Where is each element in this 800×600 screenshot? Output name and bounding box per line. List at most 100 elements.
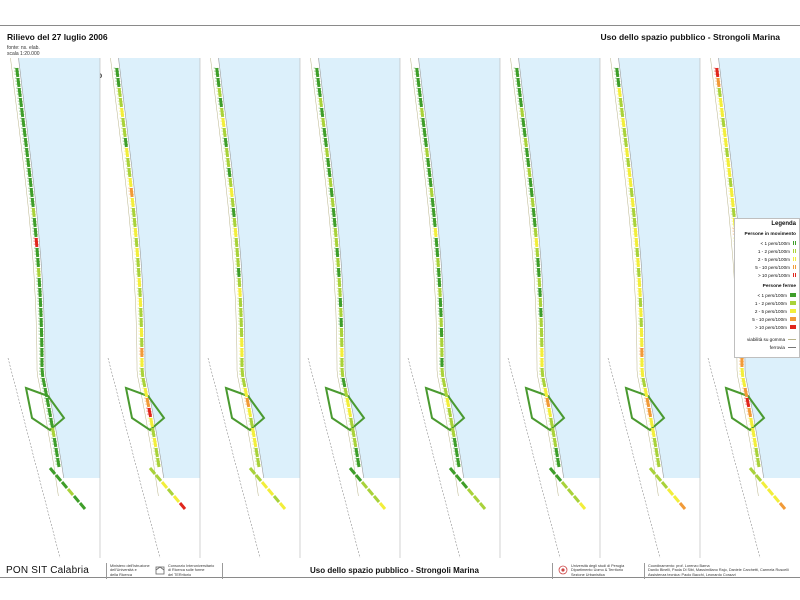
movement-tick bbox=[45, 403, 51, 405]
movement-tick bbox=[725, 167, 731, 169]
movement-tick bbox=[523, 150, 529, 152]
movement-tick bbox=[352, 447, 358, 449]
movement-tick bbox=[239, 377, 246, 379]
movement-tick bbox=[434, 253, 440, 255]
density-segment bbox=[628, 177, 633, 188]
density-segment bbox=[140, 367, 145, 378]
density-segment bbox=[266, 488, 275, 496]
movement-tick bbox=[224, 157, 230, 159]
density-segment bbox=[123, 137, 128, 148]
movement-tick bbox=[745, 403, 751, 405]
movement-tick bbox=[538, 357, 544, 359]
road-line bbox=[10, 58, 59, 497]
movement-tick bbox=[420, 123, 426, 125]
panel-map bbox=[399, 58, 500, 559]
movement-tick bbox=[33, 240, 39, 242]
movement-tick bbox=[738, 367, 744, 369]
movement-tick bbox=[338, 367, 344, 369]
movement-tick bbox=[521, 130, 527, 132]
movement-tick bbox=[439, 377, 446, 379]
movement-tick bbox=[251, 437, 257, 439]
consortium-line-3: del TERritorio bbox=[168, 572, 192, 577]
movement-tick bbox=[122, 137, 128, 139]
density-segment bbox=[652, 437, 658, 448]
density-segment bbox=[327, 167, 332, 178]
density-segment bbox=[426, 157, 431, 168]
movement-tick bbox=[320, 120, 326, 122]
movement-tick bbox=[130, 210, 136, 212]
movement-tick bbox=[27, 177, 33, 179]
movement-tick bbox=[32, 227, 38, 229]
movement-tick bbox=[543, 393, 549, 395]
movement-tick bbox=[338, 337, 344, 339]
coastline bbox=[18, 58, 64, 479]
density-segment bbox=[518, 97, 523, 108]
density-segment bbox=[427, 167, 432, 178]
movement-tick bbox=[223, 147, 229, 149]
movement-tick bbox=[535, 267, 541, 269]
density-segment bbox=[33, 227, 38, 238]
movement-tick bbox=[27, 180, 33, 182]
movement-tick bbox=[750, 430, 756, 432]
movement-tick bbox=[414, 70, 420, 72]
movement-tick bbox=[729, 200, 735, 202]
movement-tick bbox=[526, 170, 532, 172]
movement-tick bbox=[351, 437, 357, 439]
legend-moving-list: < 1 pers/100m 1 - 2 pers/100m 2 - 5 pers/1… bbox=[738, 239, 796, 279]
sea-area bbox=[218, 58, 300, 478]
movement-tick bbox=[21, 127, 27, 129]
density-segment bbox=[249, 417, 254, 428]
movement-tick bbox=[638, 317, 644, 319]
movement-tick bbox=[22, 140, 28, 142]
movement-tick bbox=[739, 373, 745, 375]
movement-tick bbox=[627, 177, 633, 179]
movement-tick bbox=[720, 120, 726, 122]
movement-tick bbox=[525, 160, 531, 162]
density-segment bbox=[354, 474, 363, 482]
movement-tick bbox=[436, 283, 442, 285]
movement-tick bbox=[221, 133, 227, 135]
density-segment bbox=[135, 247, 140, 258]
movement-tick bbox=[348, 420, 354, 422]
movement-tick bbox=[529, 197, 535, 199]
density-segment bbox=[772, 495, 781, 503]
density-segment bbox=[254, 474, 263, 482]
movement-tick bbox=[538, 350, 544, 352]
movement-tick bbox=[330, 213, 336, 215]
density-segment bbox=[534, 237, 539, 248]
movement-tick bbox=[742, 387, 748, 389]
density-segment bbox=[356, 457, 361, 468]
movement-tick bbox=[518, 103, 524, 105]
density-segment bbox=[615, 67, 620, 78]
movement-tick bbox=[226, 170, 232, 172]
movement-tick bbox=[138, 347, 144, 349]
movement-tick bbox=[728, 187, 734, 189]
density-segment bbox=[636, 257, 640, 268]
movement-tick bbox=[316, 87, 322, 89]
movement-tick bbox=[120, 123, 126, 125]
movement-tick bbox=[234, 253, 240, 255]
movement-tick bbox=[216, 90, 222, 92]
movement-tick bbox=[427, 177, 433, 179]
density-segment bbox=[727, 167, 732, 178]
movement-tick bbox=[22, 143, 29, 145]
movement-tick bbox=[337, 313, 343, 315]
movement-tick bbox=[521, 127, 527, 129]
movement-tick bbox=[36, 287, 42, 289]
density-segment bbox=[527, 167, 532, 178]
movement-tick bbox=[37, 310, 43, 312]
movement-tick bbox=[16, 90, 22, 92]
movement-tick bbox=[34, 257, 40, 259]
movement-tick bbox=[38, 363, 44, 365]
movement-tick bbox=[620, 120, 626, 122]
movement-tick bbox=[33, 247, 39, 249]
movement-tick bbox=[222, 140, 228, 142]
movement-tick bbox=[138, 327, 144, 329]
density-segment bbox=[530, 197, 535, 208]
movement-tick bbox=[455, 460, 461, 462]
density-segment bbox=[241, 377, 247, 388]
movement-tick bbox=[227, 180, 233, 182]
movement-tick bbox=[648, 420, 654, 422]
legend-still-swatch bbox=[790, 301, 796, 305]
movement-tick bbox=[336, 277, 342, 279]
